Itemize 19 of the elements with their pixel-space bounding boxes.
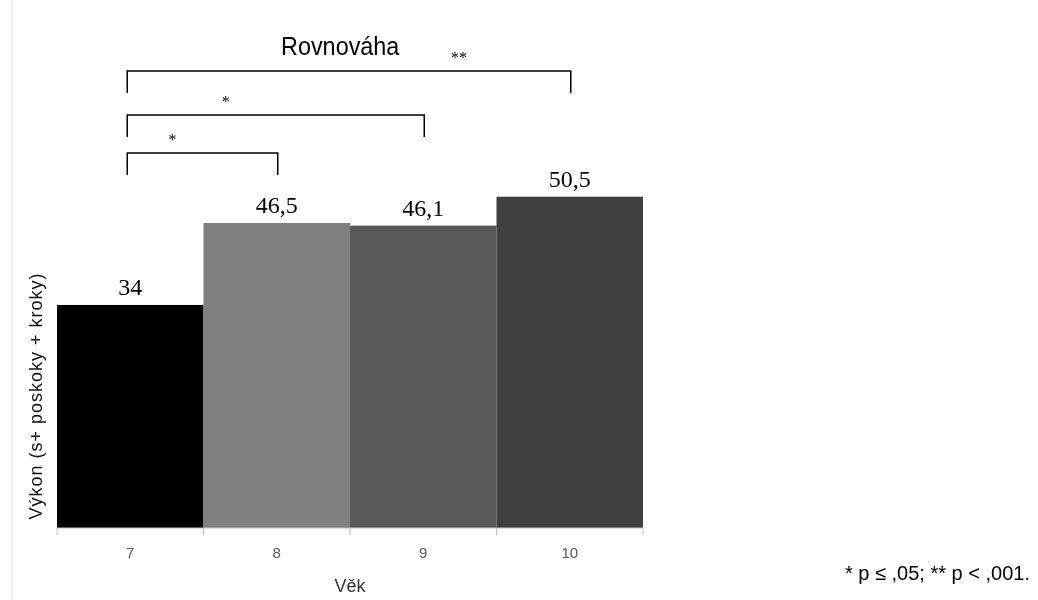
- x-tick-label: 10: [561, 544, 579, 561]
- annotation: **: [451, 49, 467, 66]
- bar: [350, 225, 497, 528]
- x-tick-label: 8: [272, 544, 281, 561]
- data-label: 46,1: [402, 194, 445, 221]
- data-label: 34: [118, 273, 143, 300]
- x-axis-title: Věk: [334, 576, 367, 596]
- y-axis-title: Výkon (s+ poskoky + kroky): [26, 272, 46, 520]
- x-tick-label: 7: [126, 544, 135, 561]
- text: * p ≤ ,05; ** p < ,001.: [845, 562, 1030, 584]
- data-label: 46,5: [255, 191, 298, 218]
- annotation: *: [221, 93, 230, 110]
- bar: [203, 222, 350, 528]
- text: Rovnováha: [281, 31, 400, 61]
- bar: [57, 304, 204, 528]
- data-label: 50,5: [548, 165, 591, 192]
- x-tick-label: 9: [419, 544, 428, 561]
- annotation: *: [168, 131, 177, 148]
- bar: [496, 196, 643, 528]
